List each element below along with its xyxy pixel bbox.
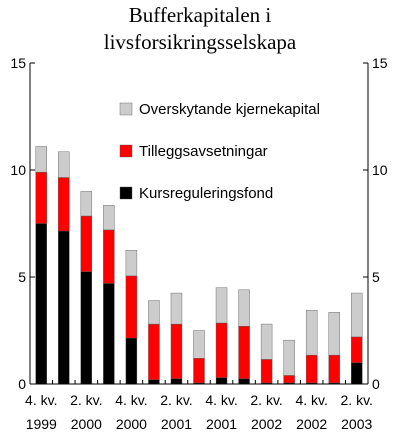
x-tick-label-8-line1: 4. kv.	[205, 392, 237, 408]
bar-tilleggsavsetningar-0	[35, 171, 47, 224]
x-tick-label-14-line1: 2. kv.	[341, 392, 373, 408]
bar-tilleggsavsetningar-11	[283, 375, 295, 384]
bar-tilleggsavsetningar-1	[58, 177, 70, 232]
y-tick-label-right-5: 5	[372, 269, 380, 285]
legend-swatch-tilleggsavsetningar	[119, 144, 133, 158]
x-tick-label-0-line1: 4. kv.	[25, 392, 57, 408]
y-tick-label-right-15: 15	[372, 55, 388, 71]
bar-overskytande-kjernekapital-2	[80, 191, 93, 217]
x-tick-label-2-line2: 2000	[71, 416, 102, 432]
chart-title-line-1: Bufferkapitalen i	[128, 3, 272, 27]
bar-overskytande-kjernekapital-4	[125, 250, 138, 277]
bar-tilleggsavsetningar-8	[215, 322, 228, 378]
x-tick-label-10-line2: 2002	[251, 416, 282, 432]
bar-kursreguleringsfond-0	[35, 223, 47, 385]
x-tick-label-4-line1: 4. kv.	[115, 392, 147, 408]
bar-overskytande-kjernekapital-3	[103, 205, 115, 231]
bar-tilleggsavsetningar-5	[148, 323, 160, 380]
legend: Overskytande kjernekapital Tilleggsavsetn…	[119, 101, 320, 202]
y-tick-label-left-15: 15	[10, 55, 26, 71]
bar-kursreguleringsfond-9	[238, 378, 250, 385]
y-tick-label-right-0: 0	[372, 376, 380, 392]
bar-overskytande-kjernekapital-11	[283, 339, 295, 376]
y-tick-label-right-10: 10	[372, 162, 388, 178]
x-tick-label-12-line1: 4. kv.	[295, 392, 327, 408]
y-tick-label-left-10: 10	[10, 162, 26, 178]
x-tick-label-6-line2: 2001	[161, 416, 192, 432]
y-tick-label-left-0: 0	[18, 376, 26, 392]
bar-overskytande-kjernekapital-8	[215, 287, 228, 324]
bar-overskytande-kjernekapital-12	[305, 309, 318, 356]
bar-kursreguleringsfond-3	[103, 283, 115, 385]
axes-layer: 0 0 5 5 10 10 15 15 4. kv. 1999 2. kv. 2000 4. kv. 20…	[10, 55, 387, 432]
bar-kursreguleringsfond-5	[148, 379, 160, 385]
bar-overskytande-kjernekapital-0	[35, 146, 47, 173]
x-tick-label-14-line2: 2003	[341, 416, 372, 432]
bar-overskytande-kjernekapital-1	[58, 151, 70, 178]
bar-overskytande-kjernekapital-7	[193, 330, 205, 359]
chart-title-line-2: livsforsikringsselskapa	[103, 30, 297, 54]
x-tick-label-12-line2: 2002	[296, 416, 327, 432]
bar-tilleggsavsetningar-7	[193, 358, 205, 384]
x-tick-label-8-line2: 2001	[206, 416, 237, 432]
bar-overskytande-kjernekapital-9	[238, 289, 250, 327]
bar-kursreguleringsfond-14	[351, 362, 363, 385]
bars-layer	[35, 146, 363, 385]
bar-overskytande-kjernekapital-5	[148, 300, 160, 325]
bar-tilleggsavsetningar-13	[328, 354, 340, 384]
x-tick-label-0-line2: 1999	[26, 416, 57, 432]
y-tick-label-left-5: 5	[18, 269, 26, 285]
bar-tilleggsavsetningar-6	[170, 323, 183, 379]
bar-overskytande-kjernekapital-6	[170, 292, 183, 325]
bar-kursreguleringsfond-8	[215, 377, 228, 385]
bar-tilleggsavsetningar-12	[305, 354, 318, 384]
bar-kursreguleringsfond-6	[170, 378, 183, 385]
x-tick-label-4-line2: 2000	[116, 416, 147, 432]
legend-label-kursreguleringsfond: Kursreguleringsfond	[139, 185, 273, 202]
bar-overskytande-kjernekapital-13	[328, 312, 340, 356]
legend-label-tilleggsavsetningar: Tilleggsavsetningar	[139, 143, 268, 160]
bar-tilleggsavsetningar-10	[260, 359, 273, 384]
bar-tilleggsavsetningar-9	[238, 326, 250, 379]
chart-title: Bufferkapitalen i livsforsikringsselskap…	[0, 2, 400, 56]
bar-overskytande-kjernekapital-14	[351, 292, 363, 338]
bar-kursreguleringsfond-4	[125, 337, 138, 385]
bar-kursreguleringsfond-2	[80, 271, 93, 385]
bar-tilleggsavsetningar-3	[103, 229, 115, 284]
x-tick-label-10-line1: 2. kv.	[250, 392, 282, 408]
bar-tilleggsavsetningar-2	[80, 215, 93, 272]
bar-tilleggsavsetningar-4	[125, 275, 138, 339]
legend-swatch-kursreguleringsfond	[119, 186, 133, 200]
bar-overskytande-kjernekapital-10	[260, 323, 273, 360]
bar-tilleggsavsetningar-14	[351, 336, 363, 363]
legend-swatch-overskytande-kjernekapital	[119, 102, 133, 116]
legend-label-overskytande-kjernekapital: Overskytande kjernekapital	[139, 101, 320, 118]
x-tick-label-2-line1: 2. kv.	[70, 392, 102, 408]
bar-kursreguleringsfond-1	[58, 230, 70, 385]
x-tick-label-6-line1: 2. kv.	[160, 392, 192, 408]
